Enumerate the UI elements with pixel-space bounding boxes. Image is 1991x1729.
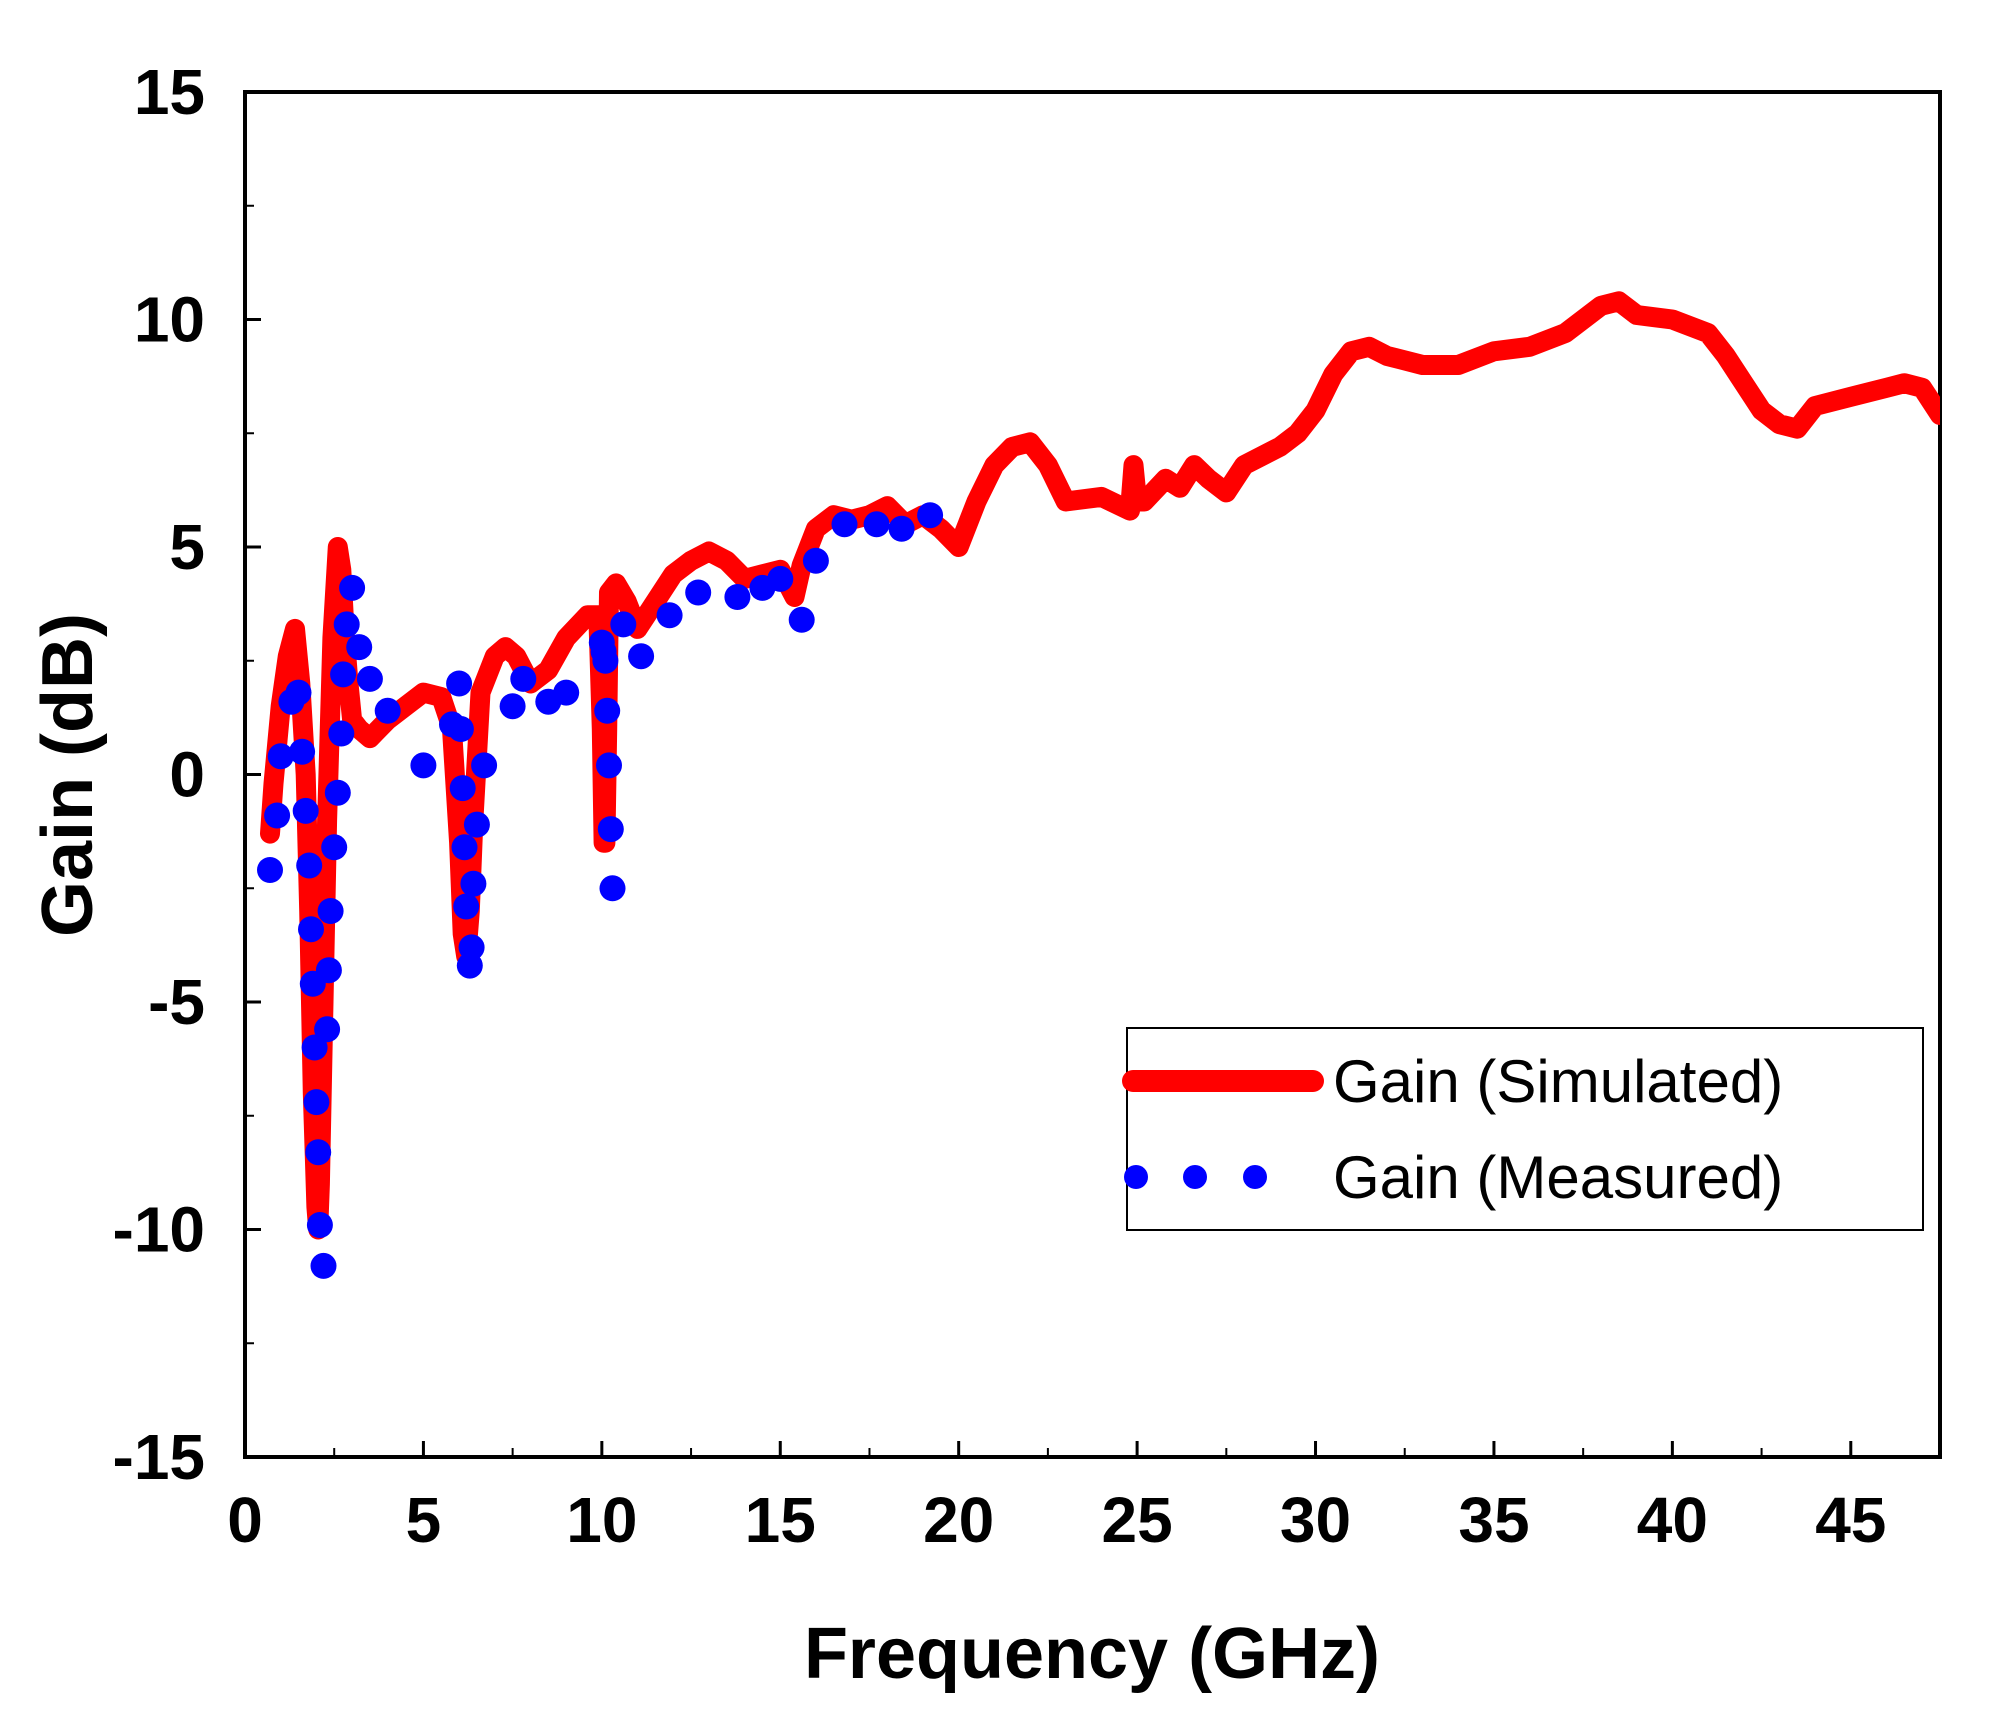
series-measured-point xyxy=(446,670,473,697)
series-measured-point xyxy=(788,606,815,633)
series-measured-point xyxy=(592,647,619,674)
y-axis-title: Gain (dB) xyxy=(28,613,108,937)
x-tick-label: 20 xyxy=(923,1484,994,1556)
y-tick-label: 10 xyxy=(134,284,205,356)
y-tick-label: -10 xyxy=(113,1194,206,1266)
x-tick-label: 40 xyxy=(1637,1484,1708,1556)
series-measured-point xyxy=(328,720,355,747)
series-measured-point xyxy=(610,611,637,638)
series-measured-point xyxy=(257,857,283,883)
series-measured-point xyxy=(599,875,626,902)
x-tick-label: 5 xyxy=(406,1484,442,1556)
series-measured-point xyxy=(410,752,437,779)
y-tick-label: 5 xyxy=(169,511,205,583)
series-measured-point xyxy=(471,752,498,779)
series-measured-point xyxy=(264,802,291,829)
x-tick-label: 30 xyxy=(1280,1484,1351,1556)
series-measured-point xyxy=(453,893,480,920)
series-measured-point xyxy=(863,511,890,538)
series-measured-point xyxy=(510,665,537,692)
y-tick-label: -15 xyxy=(113,1421,206,1493)
x-tick-label: 45 xyxy=(1815,1484,1886,1556)
series-measured-point xyxy=(324,779,351,806)
series-measured-point xyxy=(298,916,324,943)
series-measured-point xyxy=(460,870,487,897)
series-measured-point xyxy=(314,1016,341,1043)
series-measured-point xyxy=(802,547,829,574)
series-measured-point xyxy=(463,811,490,838)
series-measured-point xyxy=(306,1212,333,1238)
y-tick-label: 15 xyxy=(134,56,205,128)
series-measured-point xyxy=(597,816,624,843)
x-tick-label: 25 xyxy=(1102,1484,1173,1556)
x-tick-label: 35 xyxy=(1458,1484,1529,1556)
x-axis-title: Frequency (GHz) xyxy=(804,1614,1380,1694)
series-measured-point xyxy=(449,775,476,802)
series-measured-point xyxy=(296,852,323,879)
series-measured-point xyxy=(594,697,621,724)
legend-box xyxy=(1126,1027,1924,1231)
series-measured-point xyxy=(330,661,357,688)
series-measured-point xyxy=(447,716,474,742)
series-measured-point xyxy=(315,957,342,984)
series-measured-point xyxy=(317,898,344,924)
series-measured-point xyxy=(458,934,485,961)
series-measured-point xyxy=(499,693,526,720)
series-measured-point xyxy=(374,697,401,724)
series-layer xyxy=(257,291,1940,1279)
series-measured-point xyxy=(321,834,348,861)
series-measured-point xyxy=(888,515,915,542)
series-measured-point xyxy=(303,1089,330,1116)
y-tick-label: 0 xyxy=(169,739,205,811)
series-measured-point xyxy=(333,611,360,638)
legend-simulated-label: Gain (Simulated) xyxy=(1333,1048,1783,1115)
series-measured-point xyxy=(553,679,580,706)
series-measured-point xyxy=(685,579,712,606)
legend: Gain (Simulated) Gain (Measured) xyxy=(1122,1027,1924,1231)
series-measured-point xyxy=(917,502,944,529)
legend-measured-label: Gain (Measured) xyxy=(1333,1144,1783,1211)
x-tick-label: 15 xyxy=(745,1484,816,1556)
legend-measured-dot xyxy=(1124,1165,1148,1189)
series-measured-point xyxy=(339,574,366,601)
series-measured-point xyxy=(310,1252,337,1279)
legend-measured-dot xyxy=(1183,1165,1207,1189)
series-measured-point xyxy=(285,679,312,706)
series-measured-point xyxy=(451,834,478,861)
series-measured-point xyxy=(289,738,316,765)
series-measured-point xyxy=(267,743,294,770)
series-measured-point xyxy=(656,602,683,629)
series-measured-point xyxy=(346,634,373,661)
series-measured-point xyxy=(356,665,383,692)
y-tick-label: -5 xyxy=(148,966,205,1038)
series-measured-point xyxy=(831,511,858,538)
series-measured-point xyxy=(724,584,751,610)
x-axis: 0 5 10 15 20 25 30 35 40 45 xyxy=(227,1441,1886,1556)
series-measured-point xyxy=(305,1139,332,1166)
x-tick-label: 10 xyxy=(566,1484,637,1556)
series-measured-point xyxy=(767,565,794,592)
series-measured-point xyxy=(292,797,319,824)
series-measured-point xyxy=(628,643,655,670)
x-tick-label: 0 xyxy=(227,1484,263,1556)
plot-frame xyxy=(243,90,1942,1459)
series-measured-point xyxy=(596,752,622,779)
y-axis: -15 -10 -5 0 5 10 15 xyxy=(113,56,261,1493)
legend-measured-dot xyxy=(1243,1165,1267,1189)
series-measured-point xyxy=(301,1034,328,1061)
